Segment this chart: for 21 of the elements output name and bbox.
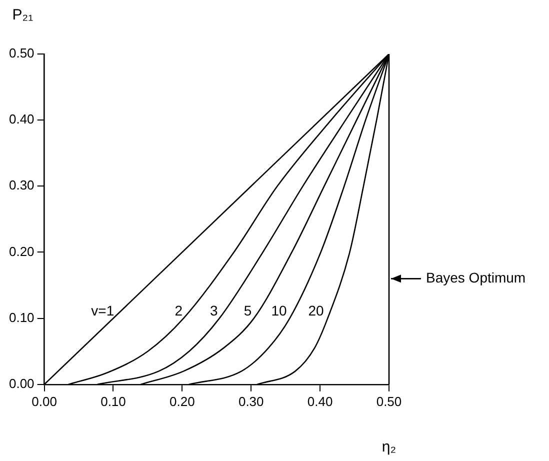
x-tick-label: 0.50 bbox=[376, 394, 402, 409]
x-tick-label: 0.00 bbox=[32, 394, 57, 409]
series-label: 5 bbox=[244, 302, 252, 319]
y-tick-label: 0.50 bbox=[8, 46, 34, 61]
y-tick-label: 0.40 bbox=[8, 112, 34, 127]
series-label: v=1 bbox=[91, 302, 114, 319]
y-tick-label: 0.00 bbox=[8, 376, 34, 391]
y-tick-label: 0.10 bbox=[8, 310, 34, 325]
series-label: 2 bbox=[174, 302, 183, 319]
x-tick-label: 0.40 bbox=[307, 394, 333, 409]
series-label: 10 bbox=[271, 302, 288, 319]
y-tick-label: 0.30 bbox=[8, 178, 34, 193]
y-tick-label: 0.20 bbox=[8, 244, 34, 259]
series-label: 3 bbox=[210, 302, 218, 319]
ref-line-label: Bayes Optimum bbox=[426, 270, 526, 286]
x-tick-label: 0.10 bbox=[100, 394, 126, 409]
series-label: 20 bbox=[308, 302, 324, 319]
y-axis-title: P₂₁ bbox=[12, 6, 34, 24]
x-tick-label: 0.30 bbox=[238, 394, 264, 409]
x-tick-label: 0.20 bbox=[170, 394, 195, 409]
x-axis-title: η₂ bbox=[382, 438, 396, 456]
